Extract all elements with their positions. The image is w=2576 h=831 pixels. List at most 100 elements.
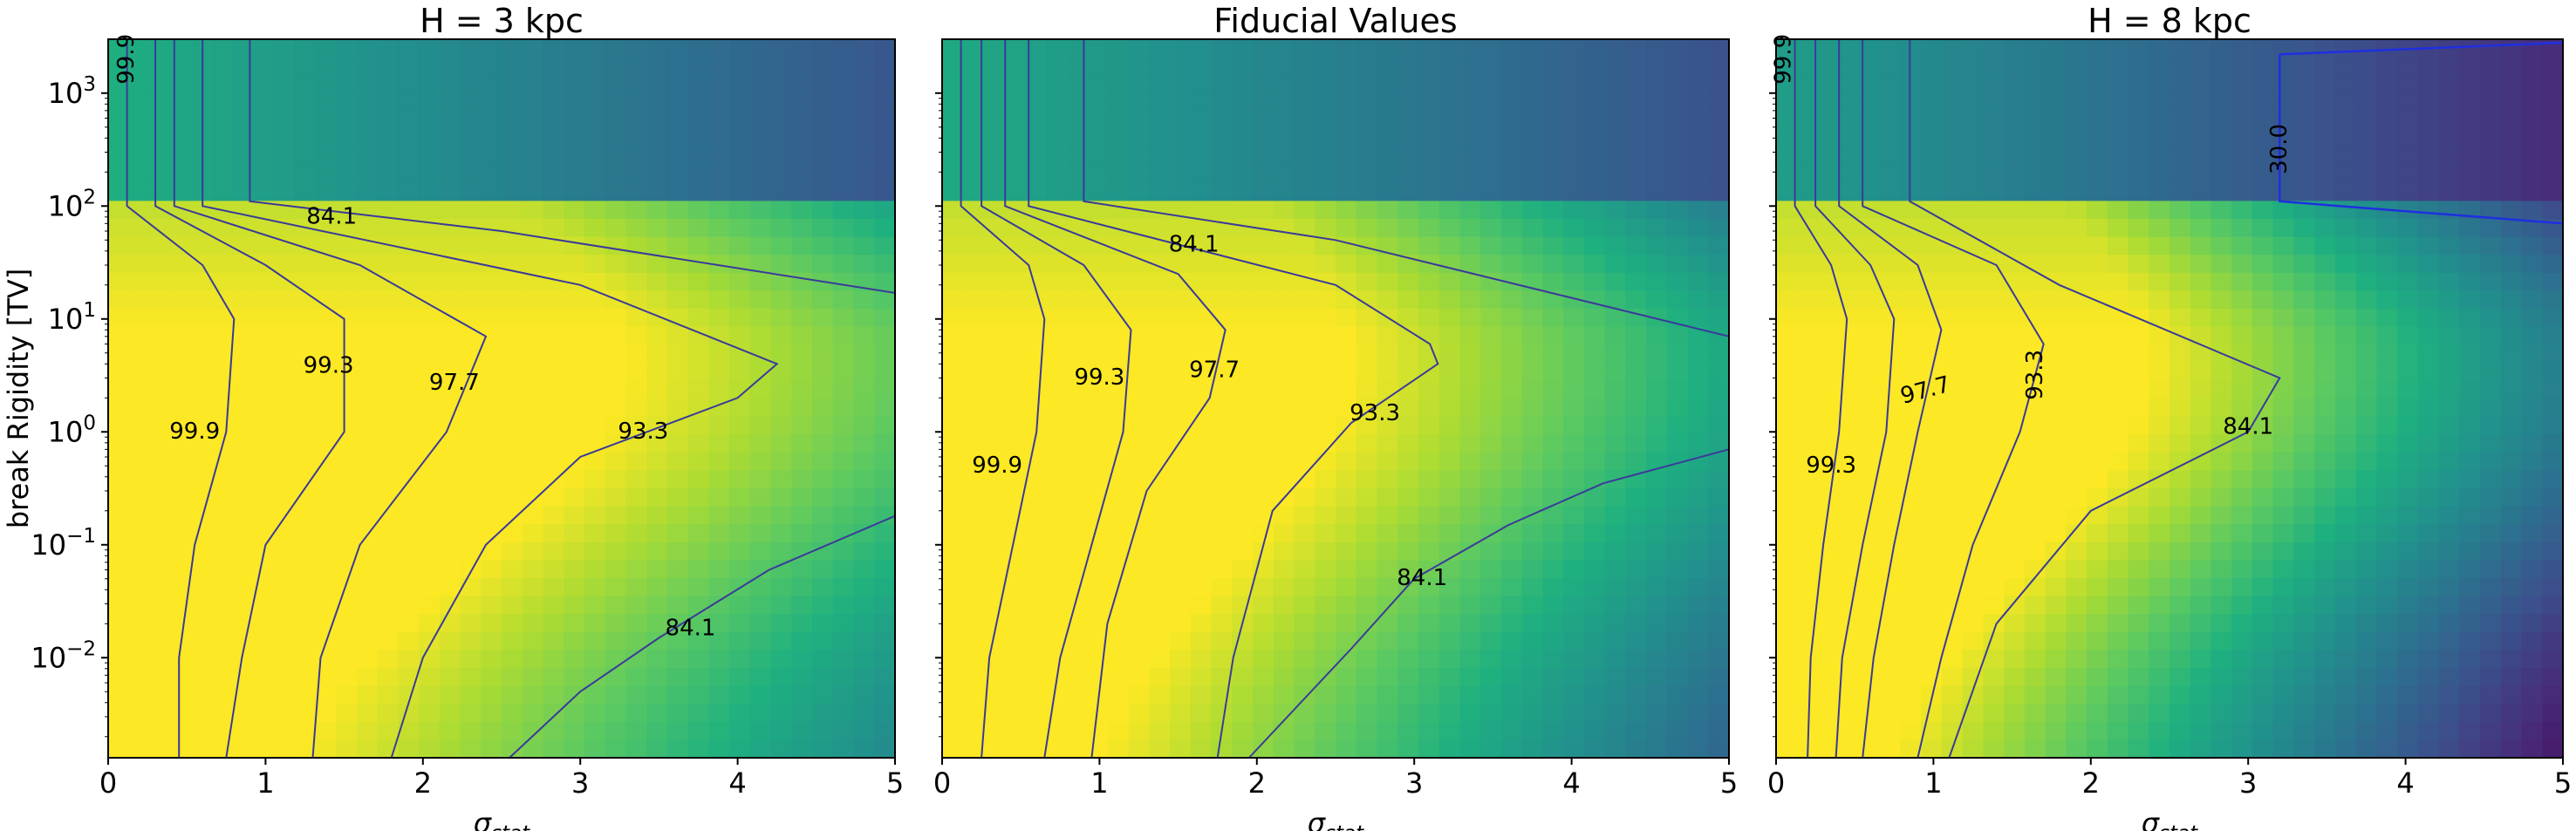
heatmap-cell bbox=[232, 75, 254, 94]
heatmap-cell bbox=[2438, 650, 2460, 669]
heatmap-cell bbox=[170, 309, 192, 328]
heatmap-cell bbox=[2438, 255, 2460, 274]
heatmap-cell bbox=[398, 165, 420, 184]
heatmap-cell bbox=[1480, 721, 1502, 740]
heatmap-cell bbox=[1962, 92, 1984, 112]
heatmap-cell bbox=[1149, 452, 1171, 471]
heatmap-cell bbox=[1983, 398, 2005, 418]
heatmap-cell bbox=[1397, 236, 1419, 255]
heatmap-cell bbox=[2272, 668, 2295, 687]
heatmap-cell bbox=[1294, 201, 1315, 220]
heatmap-cell bbox=[1128, 704, 1150, 723]
heatmap-cell bbox=[2500, 201, 2523, 220]
heatmap-cell bbox=[1983, 704, 2005, 723]
heatmap-cell bbox=[2149, 685, 2170, 705]
heatmap-cell bbox=[2500, 326, 2523, 345]
heatmap-cell bbox=[149, 309, 171, 328]
heatmap-cell bbox=[2272, 721, 2295, 740]
heatmap-cell bbox=[2438, 506, 2460, 525]
heatmap-cell bbox=[398, 578, 420, 597]
heatmap-cell bbox=[2231, 416, 2253, 435]
heatmap-cell bbox=[1211, 470, 1233, 489]
heatmap-cell bbox=[2355, 434, 2377, 453]
heatmap-cell bbox=[1838, 146, 1860, 166]
heatmap-cell bbox=[1521, 434, 1543, 453]
heatmap-cell bbox=[398, 57, 420, 76]
heatmap-cell bbox=[2045, 524, 2067, 543]
heatmap-cell bbox=[687, 542, 709, 561]
heatmap-cell bbox=[419, 57, 441, 76]
heatmap-cell bbox=[1583, 272, 1606, 291]
heatmap-cell bbox=[2045, 309, 2067, 328]
heatmap-cell bbox=[1480, 542, 1502, 561]
heatmap-cell bbox=[1796, 290, 1819, 310]
heatmap-cell bbox=[1542, 272, 1564, 291]
heatmap-cell bbox=[1521, 398, 1543, 418]
heatmap-cell bbox=[832, 416, 855, 435]
heatmap-cell bbox=[1687, 506, 1709, 525]
heatmap-cell bbox=[128, 309, 151, 328]
heatmap-cell bbox=[1708, 631, 1730, 650]
heatmap-cell bbox=[108, 201, 130, 220]
heatmap-cell bbox=[2190, 39, 2212, 58]
heatmap-cell bbox=[1983, 542, 2005, 561]
heatmap-cell bbox=[962, 506, 985, 525]
heatmap-cell bbox=[1879, 578, 1902, 597]
heatmap-cell bbox=[1796, 506, 1819, 525]
heatmap-cell bbox=[398, 272, 420, 291]
heatmap-cell bbox=[439, 416, 461, 435]
heatmap-cell bbox=[874, 470, 896, 489]
heatmap-cell bbox=[2542, 470, 2564, 489]
heatmap-cell bbox=[1776, 111, 1798, 130]
heatmap-cell bbox=[1480, 362, 1502, 381]
heatmap-cell bbox=[2210, 255, 2232, 274]
heatmap-cell bbox=[749, 704, 772, 723]
heatmap-cell bbox=[2459, 344, 2481, 364]
heatmap-cell bbox=[1190, 326, 1213, 345]
heatmap-cell bbox=[2500, 470, 2523, 489]
heatmap-cell bbox=[1232, 111, 1254, 130]
heatmap-cell bbox=[1776, 542, 1798, 561]
heatmap-cell bbox=[605, 380, 627, 399]
heatmap-cell bbox=[1563, 578, 1585, 597]
heatmap-cell bbox=[749, 182, 772, 201]
heatmap-cell bbox=[2376, 39, 2398, 58]
heatmap-cell bbox=[108, 57, 130, 76]
heatmap-cell bbox=[108, 542, 130, 561]
heatmap-cell bbox=[1879, 290, 1902, 310]
heatmap-cell bbox=[2169, 92, 2191, 112]
heatmap-cell bbox=[1604, 272, 1626, 291]
heatmap-cell bbox=[2128, 596, 2149, 615]
heatmap-cell bbox=[2521, 452, 2543, 471]
heatmap-cell bbox=[2417, 75, 2440, 94]
heatmap-cell bbox=[2231, 219, 2253, 238]
heatmap-cell bbox=[1232, 488, 1254, 507]
heatmap-cell bbox=[962, 668, 985, 687]
heatmap-cell bbox=[1708, 362, 1730, 381]
heatmap-cell bbox=[1438, 182, 1461, 201]
heatmap-cell bbox=[983, 488, 1005, 507]
contour-line-97-7 bbox=[1838, 39, 1943, 759]
heatmap-cell bbox=[419, 614, 441, 633]
heatmap-cell bbox=[2376, 560, 2398, 579]
heatmap-cell bbox=[2272, 111, 2295, 130]
heatmap-cell bbox=[2128, 488, 2149, 507]
heatmap-cell bbox=[2334, 452, 2357, 471]
heatmap-cell bbox=[419, 380, 441, 399]
heatmap-cell bbox=[2066, 290, 2087, 310]
heatmap-cell bbox=[1418, 182, 1440, 201]
heatmap-cell bbox=[1604, 685, 1626, 705]
heatmap-cell bbox=[1211, 542, 1233, 561]
heatmap-cell bbox=[625, 219, 647, 238]
heatmap-cell bbox=[874, 685, 896, 705]
heatmap-cell bbox=[2066, 326, 2087, 345]
heatmap-cell bbox=[1625, 255, 1647, 274]
heatmap-cell bbox=[273, 631, 296, 650]
heatmap-cell bbox=[2272, 560, 2295, 579]
heatmap-cell bbox=[874, 290, 896, 310]
heatmap-cell bbox=[1583, 685, 1606, 705]
heatmap-cell bbox=[1941, 488, 1964, 507]
heatmap-cell bbox=[983, 75, 1005, 94]
heatmap-cell bbox=[1666, 470, 1689, 489]
heatmap-cell bbox=[2500, 362, 2523, 381]
